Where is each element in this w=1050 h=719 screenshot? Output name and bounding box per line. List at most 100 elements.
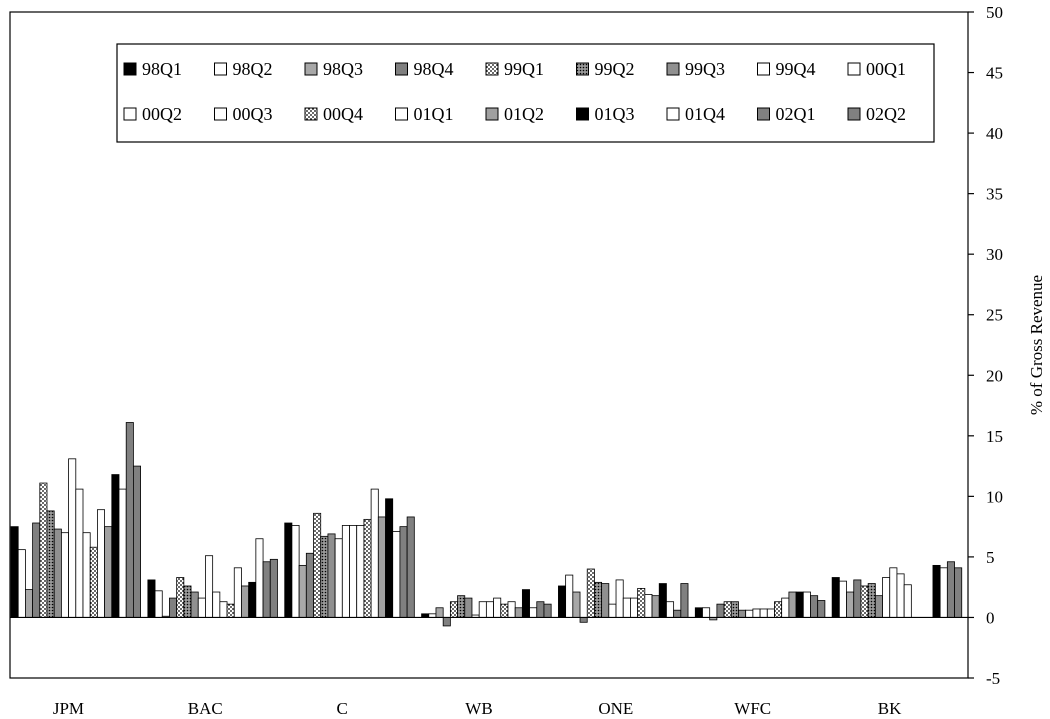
bar-bac-02q2 xyxy=(269,558,278,618)
bar-one-01q3 xyxy=(658,583,667,618)
bar-bac-01q4 xyxy=(255,538,264,618)
bar-bac-00q4 xyxy=(226,603,235,618)
bar-jpm-00q3 xyxy=(82,532,91,618)
legend-label: 01Q2 xyxy=(504,104,544,124)
bar-bk-01q4 xyxy=(939,567,948,618)
bar-wfc-01q1 xyxy=(781,597,790,618)
x-category-label: BAC xyxy=(188,699,223,718)
legend-swatch xyxy=(214,62,227,76)
bar-bk-01q3 xyxy=(932,564,941,618)
bar-one-99q1 xyxy=(586,568,595,618)
bar-c-99q3 xyxy=(327,533,336,618)
bar-jpm-00q1 xyxy=(68,458,77,618)
y-tick-label: 50 xyxy=(986,3,1003,22)
x-category-label: WFC xyxy=(734,699,771,718)
bar-c-98q2 xyxy=(291,525,300,618)
bar-c-98q4 xyxy=(305,552,314,618)
bar-bk-00q1 xyxy=(889,567,898,618)
bar-jpm-99q1 xyxy=(39,482,48,618)
legend-swatch xyxy=(757,107,770,121)
bar-one-98q2 xyxy=(565,574,574,618)
bar-jpm-00q2 xyxy=(75,488,84,618)
bar-bac-01q1 xyxy=(233,567,242,618)
legend-label: 02Q2 xyxy=(866,104,906,124)
bar-jpm-00q4 xyxy=(89,546,98,618)
legend-swatch xyxy=(123,62,137,76)
bar-c-00q4 xyxy=(363,518,372,618)
legend-label: 00Q4 xyxy=(323,104,363,124)
y-tick-label: 0 xyxy=(986,608,995,627)
legend-swatch xyxy=(666,107,680,121)
legend-label: 00Q3 xyxy=(233,104,273,124)
bar-bac-01q2 xyxy=(241,585,250,618)
bar-wfc-02q1 xyxy=(810,595,819,618)
bar-one-01q1 xyxy=(644,594,653,618)
bar-one-99q4 xyxy=(608,603,617,618)
bar-wfc-99q2 xyxy=(730,601,739,618)
bar-c-02q1 xyxy=(399,526,408,618)
bar-bac-99q4 xyxy=(197,597,206,618)
bar-one-02q2 xyxy=(680,583,689,618)
legend-label: 01Q1 xyxy=(414,104,454,124)
bar-bac-99q1 xyxy=(176,577,185,618)
bar-wfc-00q4 xyxy=(774,601,783,618)
bar-c-01q3 xyxy=(385,498,394,618)
y-tick-label: 25 xyxy=(986,306,1003,325)
bar-wfc-98q4 xyxy=(716,603,725,618)
legend-label: 99Q3 xyxy=(685,59,725,79)
bar-wfc-00q1 xyxy=(752,608,761,618)
bar-bk-02q2 xyxy=(954,567,963,618)
bar-wb-99q1 xyxy=(449,601,458,618)
bar-bac-00q1 xyxy=(205,555,214,618)
bar-jpm-99q3 xyxy=(53,528,62,618)
bar-bk-02q1 xyxy=(946,561,955,618)
bar-c-98q1 xyxy=(284,522,293,618)
legend-swatch xyxy=(847,107,861,121)
bar-one-99q3 xyxy=(601,583,610,618)
y-tick-label: 20 xyxy=(986,366,1003,385)
bar-c-99q1 xyxy=(313,512,322,618)
bar-wb-01q1 xyxy=(507,601,516,618)
y-tick-label: 10 xyxy=(986,487,1003,506)
bar-one-01q4 xyxy=(666,601,675,618)
bar-one-00q2 xyxy=(622,597,631,618)
bar-c-00q2 xyxy=(349,525,358,618)
bar-wfc-00q2 xyxy=(759,608,768,618)
bar-jpm-99q4 xyxy=(61,532,70,618)
bar-wb-01q4 xyxy=(529,607,538,618)
bar-c-01q1 xyxy=(370,488,379,618)
bar-jpm-01q3 xyxy=(111,474,120,618)
bar-wb-01q2 xyxy=(514,607,523,618)
bar-wfc-01q4 xyxy=(802,591,811,618)
bar-wb-02q2 xyxy=(543,603,552,618)
bar-bac-98q2 xyxy=(154,590,163,618)
bar-c-99q2 xyxy=(320,535,329,618)
x-category-label: WB xyxy=(465,699,492,718)
bar-bac-99q3 xyxy=(190,591,199,618)
bar-wfc-01q2 xyxy=(788,591,797,618)
bar-bk-99q2 xyxy=(867,583,876,618)
legend-swatch xyxy=(847,62,861,76)
bar-wb-00q3 xyxy=(493,597,502,618)
bar-wfc-99q4 xyxy=(745,609,754,618)
bar-bk-00q2 xyxy=(896,573,905,618)
bar-wb-99q2 xyxy=(457,595,466,618)
legend-label: 99Q4 xyxy=(776,59,816,79)
legend-swatch xyxy=(304,62,318,76)
bar-bac-01q3 xyxy=(248,581,257,618)
x-category-label: C xyxy=(336,699,347,718)
bar-bk-98q1 xyxy=(831,577,840,618)
bar-wb-01q3 xyxy=(521,589,530,618)
x-category-label: ONE xyxy=(598,699,633,718)
bar-bk-98q2 xyxy=(838,580,847,618)
bar-wfc-99q1 xyxy=(723,601,732,618)
legend-label: 00Q2 xyxy=(142,104,182,124)
legend-swatch xyxy=(123,107,137,121)
x-category-label: JPM xyxy=(53,699,84,718)
bar-jpm-01q1 xyxy=(97,509,106,618)
bar-wfc-99q3 xyxy=(738,609,747,618)
bar-wb-00q2 xyxy=(485,601,494,618)
legend-label: 00Q1 xyxy=(866,59,906,79)
bar-wfc-98q2 xyxy=(702,607,711,618)
